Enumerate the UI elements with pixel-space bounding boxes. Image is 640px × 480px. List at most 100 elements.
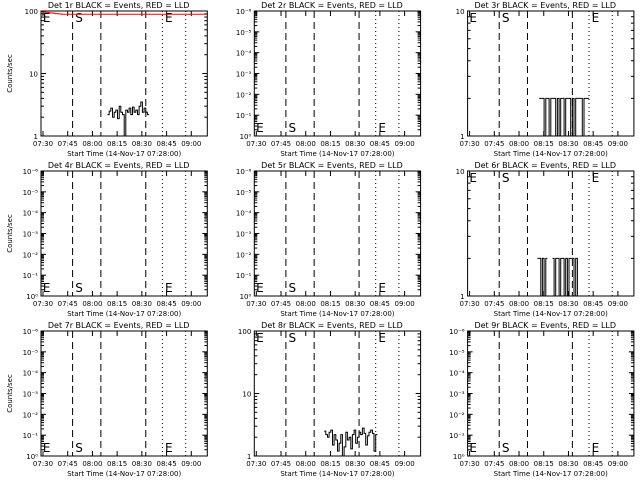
x-tick-label: 07:45 bbox=[484, 140, 504, 148]
y-tick-label: 10⁻⁵ bbox=[449, 349, 465, 357]
marker-letter-e: E bbox=[165, 441, 173, 455]
x-tick-label: 07:30 bbox=[246, 140, 266, 148]
y-axis-label: Counts/sec bbox=[6, 54, 14, 93]
y-tick-label: 10⁻⁶ bbox=[236, 168, 252, 176]
x-tick-label: 08:30 bbox=[345, 300, 365, 308]
y-tick-label: 10⁻³ bbox=[23, 231, 39, 239]
chart-panel-8: Det 8r BLACK = Events, RED = LLD Start Ti… bbox=[238, 321, 422, 478]
series-line-events bbox=[537, 257, 579, 297]
plot-frame bbox=[253, 330, 422, 457]
x-tick-label: 08:45 bbox=[583, 300, 603, 308]
marker-letter-e: E bbox=[469, 441, 477, 455]
x-tick-label: 08:00 bbox=[82, 300, 102, 308]
y-axis-label: Counts/sec bbox=[6, 374, 14, 413]
y-tick-label: 1 bbox=[460, 133, 464, 141]
plot-frame bbox=[467, 10, 635, 137]
x-tick-label: 09:00 bbox=[608, 460, 628, 468]
y-tick-label: 10⁻⁵ bbox=[236, 189, 252, 197]
y-tick-label: 10⁻³ bbox=[23, 391, 39, 399]
x-tick-label: 09:00 bbox=[181, 140, 201, 148]
x-axis-label: Start Time (14-Nov-17 07:28:00) bbox=[494, 470, 608, 478]
chart-panel-2: Det 2r BLACK = Events, RED = LLD Start Ti… bbox=[236, 1, 422, 158]
chart-panel-1: Det 1r BLACK = Events, RED = LLD Counts/s… bbox=[6, 1, 208, 158]
x-tick-label: 08:00 bbox=[296, 140, 316, 148]
x-tick-label: 09:00 bbox=[608, 300, 628, 308]
x-tick-label: 08:15 bbox=[320, 460, 340, 468]
y-tick-label: 10⁻¹ bbox=[449, 432, 465, 440]
x-tick-label: 07:45 bbox=[271, 140, 291, 148]
x-tick-label: 08:45 bbox=[583, 140, 603, 148]
x-tick-label: 08:30 bbox=[132, 460, 152, 468]
x-tick-label: 09:00 bbox=[608, 140, 628, 148]
y-tick-label: 10⁻³ bbox=[236, 71, 252, 79]
x-tick-label: 07:30 bbox=[460, 460, 480, 468]
x-tick-label: 08:30 bbox=[558, 300, 578, 308]
x-tick-label: 08:15 bbox=[534, 140, 554, 148]
y-tick-label: 10⁻¹ bbox=[236, 272, 252, 280]
x-tick-label: 08:30 bbox=[132, 300, 152, 308]
x-tick-label: 08:30 bbox=[345, 460, 365, 468]
y-tick-label: 10⁻⁶ bbox=[236, 8, 252, 16]
x-tick-label: 08:00 bbox=[82, 140, 102, 148]
x-tick-label: 07:45 bbox=[484, 300, 504, 308]
x-tick-label: 08:15 bbox=[320, 140, 340, 148]
marker-letter-e: E bbox=[378, 331, 386, 345]
marker-letter-s: S bbox=[502, 11, 510, 25]
x-axis-label: Start Time (14-Nov-17 07:28:00) bbox=[67, 310, 181, 318]
marker-letter-s: S bbox=[289, 281, 297, 295]
series-line-lld bbox=[41, 11, 208, 15]
y-tick-label: 10⁻² bbox=[236, 251, 252, 259]
chart-title: Det 2r BLACK = Events, RED = LLD bbox=[261, 1, 403, 10]
marker-letter-e: E bbox=[592, 11, 600, 25]
marker-letter-e: E bbox=[256, 121, 264, 135]
x-tick-label: 07:45 bbox=[484, 460, 504, 468]
y-tick-label: 10⁻² bbox=[23, 411, 39, 419]
x-tick-label: 08:00 bbox=[509, 300, 529, 308]
marker-letter-e: E bbox=[43, 441, 51, 455]
x-tick-label: 08:30 bbox=[345, 140, 365, 148]
chart-panel-7: Det 7r BLACK = Events, RED = LLD Counts/s… bbox=[6, 321, 208, 478]
x-tick-label: 08:45 bbox=[370, 140, 390, 148]
y-tick-label: 10⁻⁶ bbox=[449, 328, 465, 336]
x-axis-label: Start Time (14-Nov-17 07:28:00) bbox=[494, 150, 608, 158]
chart-title: Det 8r BLACK = Events, RED = LLD bbox=[261, 321, 403, 330]
marker-letter-s: S bbox=[75, 281, 83, 295]
x-tick-label: 09:00 bbox=[181, 460, 201, 468]
marker-letter-e: E bbox=[592, 441, 600, 455]
marker-letter-s: S bbox=[289, 331, 297, 345]
x-axis-label: Start Time (14-Nov-17 07:28:00) bbox=[280, 470, 394, 478]
x-tick-label: 08:00 bbox=[509, 140, 529, 148]
x-tick-label: 07:45 bbox=[58, 460, 78, 468]
y-tick-label: 10⁻⁵ bbox=[236, 29, 252, 37]
y-tick-label: 10⁻² bbox=[236, 91, 252, 99]
y-tick-label: 100 bbox=[25, 8, 38, 16]
x-tick-label: 07:30 bbox=[460, 140, 480, 148]
chart-panel-6: Det 6r BLACK = Events, RED = LLD Start Ti… bbox=[456, 161, 635, 318]
x-tick-label: 08:15 bbox=[534, 300, 554, 308]
marker-letter-s: S bbox=[75, 11, 83, 25]
x-tick-label: 08:15 bbox=[107, 140, 127, 148]
marker-letter-e: E bbox=[165, 11, 173, 25]
marker-letter-e: E bbox=[592, 171, 600, 185]
chart-title: Det 3r BLACK = Events, RED = LLD bbox=[474, 1, 616, 10]
x-tick-label: 08:30 bbox=[558, 140, 578, 148]
chart-title: Det 7r BLACK = Events, RED = LLD bbox=[48, 321, 190, 330]
x-tick-label: 08:30 bbox=[132, 140, 152, 148]
marker-letter-s: S bbox=[502, 171, 510, 185]
y-tick-label: 10⁻⁴ bbox=[236, 50, 252, 58]
marker-letter-e: E bbox=[256, 281, 264, 295]
plot-frame bbox=[467, 170, 635, 297]
chart-panel-4: Det 4r BLACK = Events, RED = LLD Counts/s… bbox=[6, 161, 208, 318]
x-tick-label: 07:45 bbox=[58, 140, 78, 148]
y-tick-label: 10⁻⁴ bbox=[449, 370, 465, 378]
x-tick-label: 08:15 bbox=[107, 300, 127, 308]
x-tick-label: 09:00 bbox=[395, 140, 415, 148]
x-axis-label: Start Time (14-Nov-17 07:28:00) bbox=[494, 310, 608, 318]
x-tick-label: 08:15 bbox=[534, 460, 554, 468]
chart-panel-9: Det 9r BLACK = Events, RED = LLD Start Ti… bbox=[449, 321, 635, 478]
marker-letter-e: E bbox=[469, 171, 477, 185]
x-tick-label: 09:00 bbox=[395, 460, 415, 468]
x-tick-label: 09:00 bbox=[181, 300, 201, 308]
marker-letter-e: E bbox=[43, 11, 51, 25]
